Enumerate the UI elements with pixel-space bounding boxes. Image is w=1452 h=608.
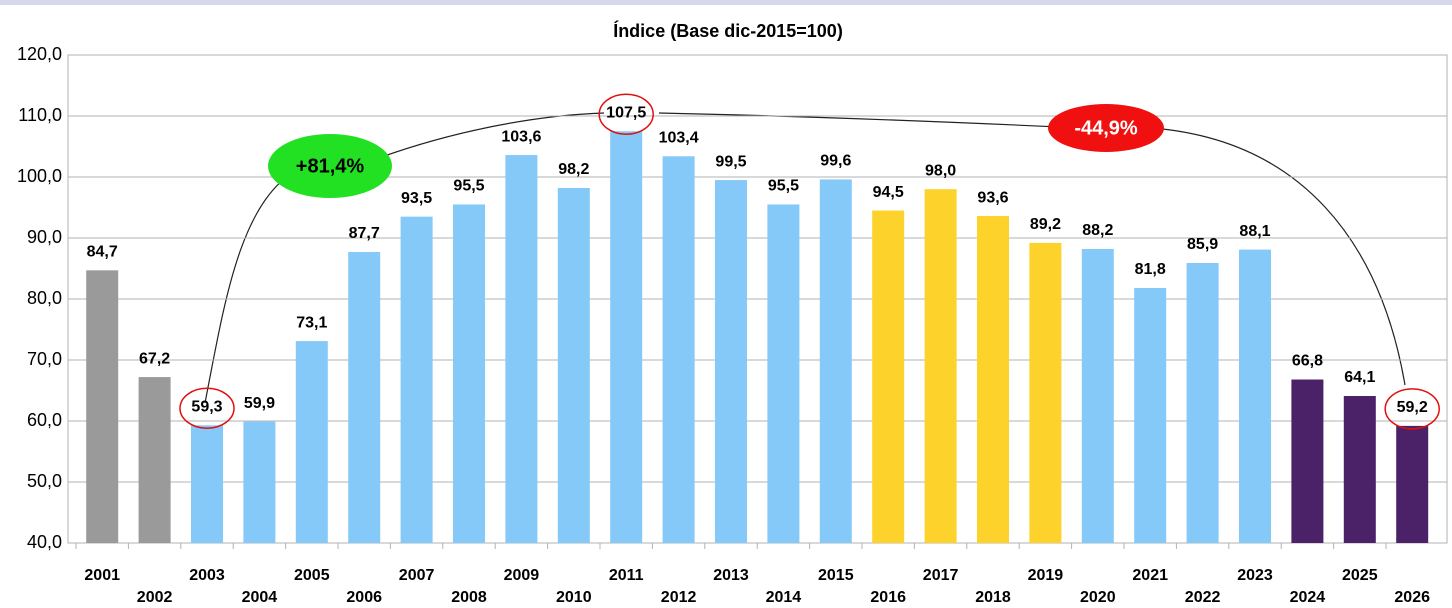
bar	[453, 204, 485, 543]
bar	[400, 216, 433, 543]
y-tick-label: 120,0	[17, 44, 62, 64]
value-label: 73,1	[296, 314, 327, 331]
bar	[191, 425, 223, 543]
x-tick-label: 2019	[1028, 567, 1064, 584]
bar	[348, 252, 381, 543]
x-tick-label: 2005	[294, 567, 330, 584]
x-tick-label: 2008	[451, 589, 487, 606]
bar	[243, 421, 276, 543]
bar	[86, 270, 119, 543]
x-tick-label: 2015	[818, 567, 854, 584]
chart-title: Índice (Base dic-2015=100)	[613, 20, 843, 41]
bar	[505, 155, 538, 544]
value-label: 107,5	[606, 104, 646, 121]
connector	[204, 112, 1406, 404]
highlight-circle	[598, 93, 654, 135]
y-tick-label: 110,0	[18, 105, 62, 125]
value-label: 95,5	[453, 178, 484, 195]
bar	[1239, 249, 1271, 543]
x-tick-label: 2003	[189, 567, 225, 584]
y-tick-label: 80,0	[27, 288, 62, 308]
x-tick-label: 2010	[556, 589, 592, 606]
value-label: 81,8	[1135, 261, 1166, 278]
value-label: 93,5	[401, 190, 432, 207]
value-label: 84,7	[87, 244, 118, 261]
y-tick-label: 50,0	[27, 471, 62, 491]
annotation-label: +81,4%	[296, 155, 365, 177]
annotation-label: -44,9%	[1074, 117, 1138, 139]
bar	[662, 156, 695, 543]
value-label: 103,4	[659, 129, 699, 146]
x-tick-label: 2006	[346, 589, 382, 606]
value-label: 85,9	[1187, 236, 1218, 253]
value-label: 103,6	[501, 128, 541, 145]
value-label: 89,2	[1030, 216, 1061, 233]
bar	[1396, 425, 1429, 543]
value-label: 88,1	[1239, 223, 1270, 240]
value-label: 59,9	[244, 395, 275, 412]
x-tick-label: 2023	[1237, 567, 1273, 584]
bar	[715, 180, 747, 544]
bar	[924, 189, 957, 543]
value-label: 98,0	[925, 162, 956, 179]
bar	[610, 131, 643, 543]
bar	[977, 216, 1009, 544]
x-tick-label: 2014	[766, 589, 802, 606]
x-tick-label: 2017	[923, 567, 959, 584]
value-label: 98,2	[558, 161, 589, 178]
x-tick-label: 2004	[242, 589, 278, 606]
value-label: 59,2	[1397, 399, 1428, 416]
y-tick-label: 70,0	[27, 349, 62, 369]
y-tick-label: 90,0	[27, 227, 62, 247]
top-band	[0, 0, 1452, 5]
value-label: 66,8	[1292, 353, 1323, 370]
bar	[1029, 242, 1062, 543]
value-label: 88,2	[1082, 222, 1113, 239]
annotation-bubble	[268, 134, 392, 198]
y-tick-label: 60,0	[27, 410, 62, 430]
y-tick-label: 100,0	[17, 166, 62, 186]
bar	[767, 204, 800, 543]
x-tick-label: 2026	[1394, 589, 1430, 606]
bar	[872, 210, 905, 544]
highlight-circle	[1384, 388, 1440, 430]
x-tick-label: 2016	[870, 589, 906, 606]
x-tick-label: 2011	[609, 567, 644, 584]
value-label: 94,5	[873, 184, 904, 201]
x-tick-label: 2012	[661, 589, 697, 606]
x-tick-label: 2002	[137, 589, 173, 606]
y-tick-label: 40,0	[27, 532, 62, 552]
bar	[557, 187, 590, 544]
value-label: 87,7	[349, 225, 380, 242]
bar	[295, 341, 328, 543]
highlight-circle	[179, 387, 235, 430]
bar	[1081, 248, 1114, 544]
value-label: 95,5	[768, 178, 799, 195]
x-tick-label: 2018	[975, 589, 1011, 606]
value-label: 64,1	[1344, 369, 1375, 386]
value-label: 59,3	[191, 398, 222, 415]
x-tick-label: 2007	[399, 567, 435, 584]
bar	[819, 179, 852, 543]
x-tick-label: 2009	[504, 567, 540, 584]
x-tick-label: 2021	[1132, 567, 1168, 584]
x-tick-label: 2022	[1185, 589, 1221, 606]
value-label: 99,5	[715, 153, 746, 170]
bar	[138, 377, 171, 543]
x-tick-label: 2020	[1080, 589, 1116, 606]
bar	[1186, 263, 1219, 543]
bar	[1343, 395, 1376, 543]
value-label: 93,6	[977, 189, 1008, 206]
value-label: 99,6	[820, 153, 851, 170]
x-tick-label: 2024	[1290, 589, 1326, 606]
x-tick-label: 2001	[84, 567, 120, 584]
annotation-bubble	[1048, 104, 1164, 152]
x-tick-label: 2013	[713, 567, 749, 584]
x-tick-label: 2025	[1342, 567, 1378, 584]
bar	[1291, 379, 1324, 543]
bar	[1134, 288, 1167, 543]
value-label: 67,2	[139, 350, 170, 367]
